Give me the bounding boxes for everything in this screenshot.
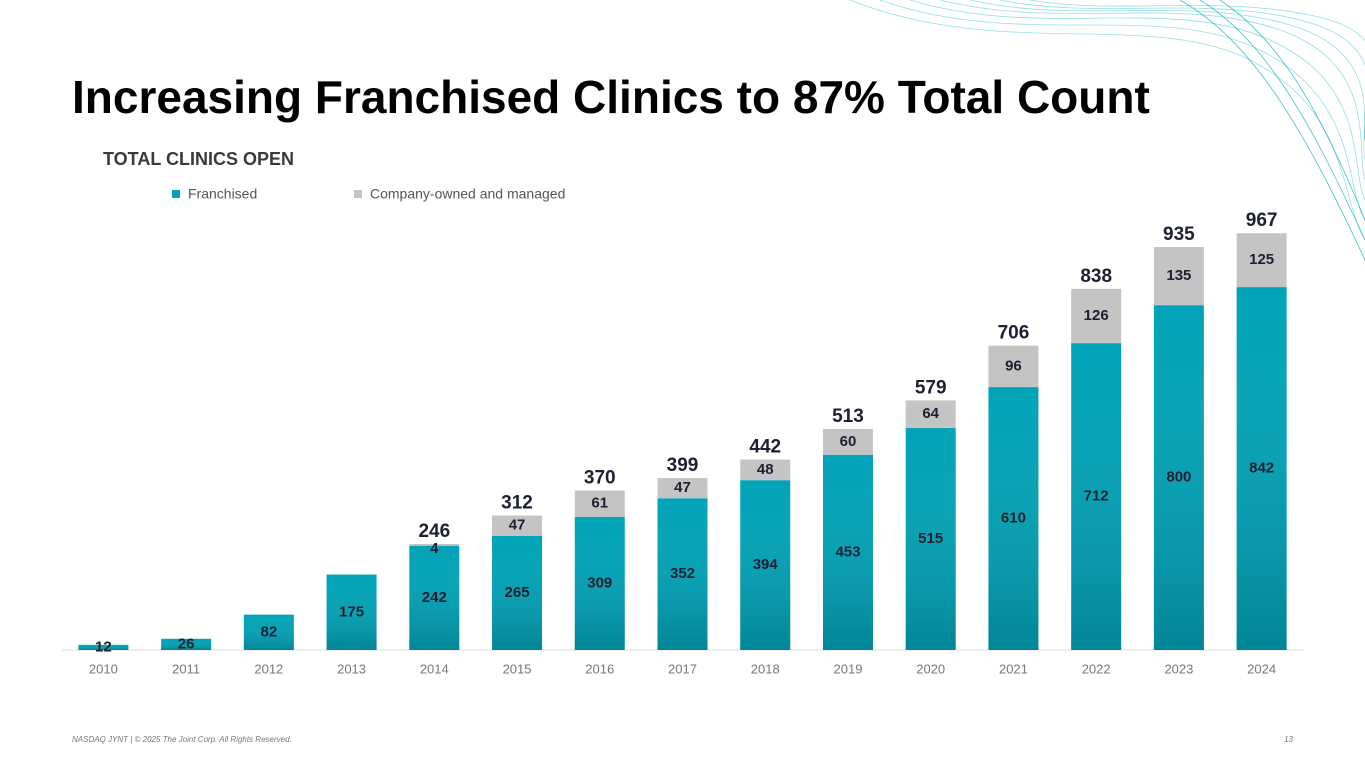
- x-tick-label: 2024: [1247, 661, 1276, 676]
- data-label: 125: [1249, 251, 1274, 268]
- total-label: 513: [832, 406, 864, 427]
- total-label: 312: [501, 493, 533, 514]
- data-label: 175: [339, 603, 364, 620]
- x-tick-label: 2021: [999, 661, 1028, 676]
- company-bar: [492, 515, 543, 536]
- total-label: 706: [998, 323, 1030, 344]
- data-label: 394: [753, 556, 779, 573]
- total-label: 399: [667, 455, 699, 476]
- bar-shade: [740, 480, 791, 650]
- x-tick-label: 2018: [751, 661, 780, 676]
- slide-title: Increasing Franchised Clinics to 87% Tot…: [72, 71, 1150, 123]
- total-label: 967: [1246, 210, 1278, 231]
- data-label: 47: [509, 517, 526, 534]
- data-label: 64: [922, 405, 939, 422]
- legend-label: Franchised: [188, 186, 257, 202]
- company-bar: [1071, 288, 1122, 344]
- x-tick-label: 2014: [420, 661, 449, 676]
- x-tick-label: 2020: [916, 661, 945, 676]
- total-label: 838: [1080, 266, 1112, 287]
- legend-swatch: [354, 190, 362, 198]
- bar-shade: [657, 498, 708, 650]
- company-bar: [822, 428, 873, 455]
- company-bar: [657, 478, 708, 499]
- data-label: 610: [1001, 510, 1026, 527]
- chart-subtitle: TOTAL CLINICS OPEN: [103, 149, 294, 169]
- footer: NASDAQ JYNT | © 2025 The Joint Corp. All…: [72, 735, 292, 744]
- legend-label: Company-owned and managed: [370, 186, 565, 202]
- x-tick-label: 2012: [254, 661, 283, 676]
- company-bar: [905, 400, 956, 429]
- data-label: 352: [670, 565, 695, 582]
- data-label: 135: [1166, 267, 1191, 284]
- legend-swatch: [172, 190, 180, 198]
- bar-shade: [1153, 305, 1204, 650]
- x-tick-label: 2017: [668, 661, 697, 676]
- data-label: 48: [757, 461, 774, 478]
- company-bar: [409, 543, 460, 546]
- bar-shade: [243, 614, 294, 650]
- bar-shade: [492, 535, 543, 650]
- data-label: 242: [422, 589, 447, 606]
- bar-shade: [905, 428, 956, 650]
- x-tick-label: 2016: [585, 661, 614, 676]
- data-label: 61: [591, 495, 608, 512]
- data-label: 96: [1005, 357, 1022, 374]
- bar-shade: [822, 454, 873, 650]
- bar-shade: [78, 644, 129, 650]
- data-label: 265: [505, 584, 530, 601]
- bar-shade: [988, 387, 1039, 650]
- data-label: 60: [840, 433, 857, 450]
- data-label: 47: [674, 479, 691, 496]
- bar-shade: [1236, 287, 1287, 650]
- data-label: 800: [1166, 469, 1191, 486]
- bar-shade: [1071, 343, 1122, 650]
- page-number: 13: [1284, 735, 1293, 744]
- bar-shade: [326, 574, 377, 650]
- x-tick-label: 2022: [1082, 661, 1111, 676]
- x-tick-label: 2023: [1164, 661, 1193, 676]
- data-label: 309: [587, 574, 612, 591]
- data-label: 12: [95, 638, 112, 655]
- bar-shade: [574, 516, 625, 650]
- x-tick-label: 2015: [503, 661, 532, 676]
- total-label: 579: [915, 377, 947, 398]
- data-label: 26: [178, 635, 195, 652]
- company-bar: [1236, 233, 1287, 288]
- company-bar: [988, 345, 1039, 388]
- company-bar: [740, 459, 791, 481]
- data-label: 4: [430, 540, 439, 557]
- x-tick-label: 2010: [89, 661, 118, 676]
- company-bar: [1153, 247, 1204, 306]
- total-label: 246: [418, 521, 450, 542]
- x-tick-label: 2019: [834, 661, 863, 676]
- data-label: 453: [835, 543, 860, 560]
- total-label: 442: [749, 437, 781, 458]
- company-bar: [574, 490, 625, 517]
- data-label: 515: [918, 530, 943, 547]
- data-label: 712: [1084, 488, 1109, 505]
- bar-shade: [409, 545, 460, 650]
- total-label: 935: [1163, 224, 1195, 245]
- data-label: 842: [1249, 460, 1274, 477]
- x-tick-label: 2013: [337, 661, 366, 676]
- data-label: 82: [260, 623, 277, 640]
- bar-shade: [161, 638, 212, 650]
- x-tick-label: 2011: [172, 661, 200, 676]
- total-label: 370: [584, 468, 616, 489]
- decorative-waves: [849, 0, 1365, 261]
- data-label: 126: [1084, 307, 1109, 324]
